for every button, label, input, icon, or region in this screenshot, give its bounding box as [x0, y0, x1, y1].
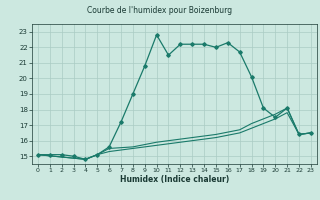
- Text: Courbe de l'humidex pour Boizenburg: Courbe de l'humidex pour Boizenburg: [87, 6, 233, 15]
- X-axis label: Humidex (Indice chaleur): Humidex (Indice chaleur): [120, 175, 229, 184]
